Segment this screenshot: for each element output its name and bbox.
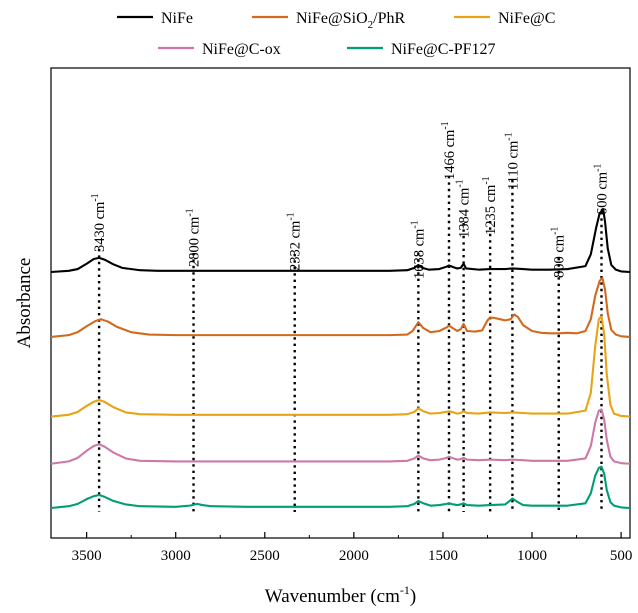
x-tick-label-1000: 1000 [517, 548, 547, 564]
series-line-4 [50, 465, 631, 510]
series-line-1 [50, 276, 631, 338]
x-tick-label-1500: 1500 [428, 548, 458, 564]
legend-label-1: NiFe@SiO2/PhR [296, 10, 405, 31]
legend: NiFe NiFe@SiO2/PhR NiFe@C NiFe@C-ox NiFe@C-P… [117, 10, 555, 58]
annotation-label-1110: 1110 cm-1 [503, 132, 521, 190]
x-tick-label-2000: 2000 [339, 548, 369, 564]
annotation-label-1466: 1466 cm-1 [440, 121, 458, 180]
y-axis-title: Absorbance [14, 258, 35, 349]
annotations: 3430 cm-1 2800 cm-1 2332 cm-1 1638 cm-1 1466… [90, 121, 610, 512]
x-tick-label-3500: 3500 [72, 548, 102, 564]
plot-frame [50, 67, 631, 539]
x-tick-label-2500: 2500 [250, 548, 280, 564]
series-line-3 [50, 408, 631, 465]
annotation-label-850: 800 cm-1 [550, 227, 568, 278]
legend-label-0: NiFe [161, 10, 193, 27]
annotation-label-1384: 1384 cm-1 [455, 179, 473, 238]
series-line-2 [50, 315, 631, 418]
legend-label-4: NiFe@C-PF127 [391, 41, 496, 58]
x-axis: 3500 3000 2500 2000 1500 1000 500 [72, 532, 633, 564]
annotation-label-2900: 2800 cm-1 [185, 208, 203, 267]
x-tick-label-500: 500 [610, 548, 633, 564]
annotation-label-1235: 1235 cm-1 [481, 176, 499, 235]
legend-label-2: NiFe@C [498, 10, 555, 27]
x-axis-title: Wavenumber (cm-1) [265, 583, 416, 607]
series-line-0 [50, 209, 631, 274]
x-tick-label-3000: 3000 [161, 548, 191, 564]
legend-label-3: NiFe@C-ox [202, 41, 281, 58]
annotation-label-2332: 2332 cm-1 [286, 212, 304, 271]
annotation-label-610: 600 cm-1 [592, 164, 610, 215]
series-group [50, 209, 631, 510]
annotation-label-3430: 3430 cm-1 [90, 193, 108, 252]
annotation-label-1638: 1638 cm-1 [409, 220, 427, 279]
